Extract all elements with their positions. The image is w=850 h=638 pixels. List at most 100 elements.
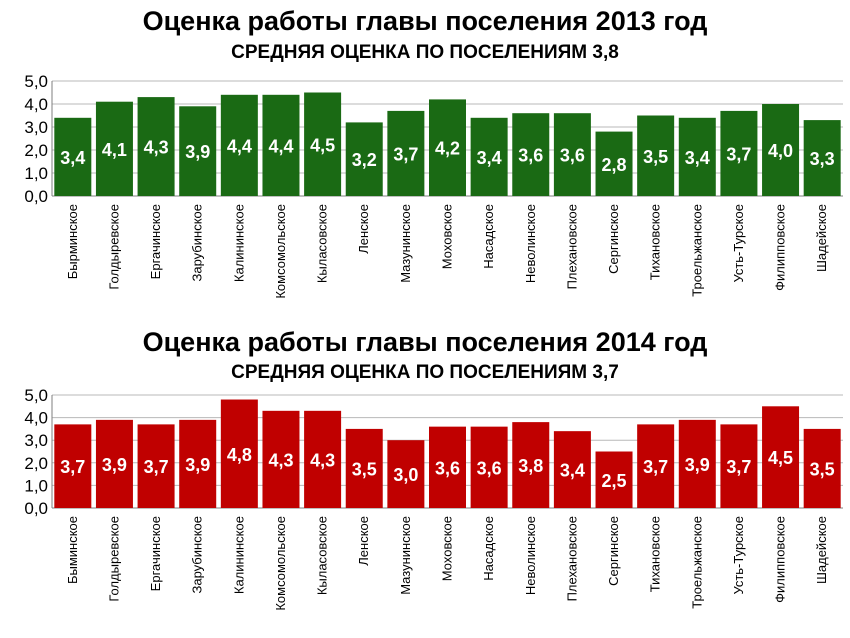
x-tick-label-2014-15: Троельжанское	[689, 516, 704, 609]
x-tick-label-2013-10: Насадское	[481, 204, 496, 269]
y-tick-label-2014-1: 1,0	[24, 476, 48, 495]
bar-2013-13	[595, 131, 633, 196]
data-label-2014-4: 4,8	[227, 445, 252, 465]
x-tick-label-2013-7: Ленское	[356, 204, 371, 254]
data-label-2014-17: 4,5	[768, 448, 793, 468]
x-tick-label-2014-2: Ергачинское	[148, 516, 163, 591]
x-tick-label-2014-6: Кыласовское	[315, 516, 330, 595]
x-tick-label-2013-2: Ергачинское	[148, 204, 163, 279]
data-label-2013-4: 4,4	[227, 136, 252, 156]
x-tick-label-2013-4: Калининское	[231, 204, 246, 282]
bar-2014-14	[637, 424, 675, 508]
bar-2014-3	[179, 419, 217, 508]
x-tick-label-2013-0: Бырминское	[65, 204, 80, 279]
bar-2014-2	[137, 424, 175, 508]
bar-2013-6	[304, 92, 342, 196]
x-tick-label-2013-12: Плехановское	[564, 204, 579, 289]
x-tick-label-2013-16: Усть-Турское	[731, 204, 746, 283]
data-label-2014-8: 3,0	[393, 465, 418, 485]
bar-2014-0	[54, 424, 92, 508]
bar-2013-7	[345, 122, 383, 196]
x-tick-label-2014-1: Голдыревское	[106, 516, 121, 602]
data-label-2013-2: 4,3	[144, 138, 169, 158]
bar-2013-0	[54, 117, 92, 196]
x-tick-label-2014-12: Плехановское	[564, 516, 579, 601]
data-label-2014-5: 4,3	[268, 450, 293, 470]
chart-title-2014: Оценка работы главы поселения 2014 год	[142, 327, 708, 357]
data-label-2013-10: 3,4	[477, 148, 502, 168]
bar-2013-5	[262, 94, 300, 196]
bar-2013-15	[678, 117, 716, 196]
bar-2013-10	[470, 117, 508, 196]
x-tick-label-2013-18: Шадейское	[814, 204, 829, 272]
bar-2013-16	[720, 110, 758, 196]
data-label-2014-0: 3,7	[60, 457, 85, 477]
bar-2014-18	[803, 428, 841, 508]
bar-2014-1	[95, 419, 133, 508]
data-label-2013-6: 4,5	[310, 135, 335, 155]
data-label-2014-9: 3,6	[435, 458, 460, 478]
data-label-2014-14: 3,7	[643, 457, 668, 477]
data-label-2013-8: 3,7	[393, 144, 418, 164]
x-tick-label-2014-10: Насадское	[481, 516, 496, 581]
bar-2014-4	[220, 399, 258, 508]
y-tick-label-2013-5: 5,0	[24, 72, 48, 91]
x-tick-label-2014-11: Неволинское	[523, 516, 538, 595]
data-label-2014-11: 3,8	[518, 456, 543, 476]
x-tick-label-2014-3: Зарубинское	[190, 516, 205, 594]
x-tick-label-2013-15: Троельжанское	[689, 204, 704, 297]
y-tick-label-2013-2: 2,0	[24, 141, 48, 160]
y-tick-label-2013-4: 4,0	[24, 95, 48, 114]
data-label-2013-1: 4,1	[102, 140, 127, 160]
bar-2014-6	[304, 410, 342, 508]
chart-title-2013: Оценка работы главы поселения 2013 год	[142, 6, 708, 36]
data-label-2013-14: 3,5	[643, 147, 668, 167]
bar-2014-16	[720, 424, 758, 508]
data-label-2013-17: 4,0	[768, 141, 793, 161]
x-tick-label-2013-1: Голдыревское	[106, 204, 121, 290]
x-tick-label-2014-7: Ленское	[356, 516, 371, 566]
data-label-2014-6: 4,3	[310, 450, 335, 470]
x-tick-label-2014-17: Филипповское	[773, 516, 788, 603]
bar-2013-17	[762, 104, 800, 196]
data-label-2014-15: 3,9	[685, 455, 710, 475]
bar-2013-3	[179, 106, 217, 196]
bar-2013-18	[803, 120, 841, 196]
bar-chart-2014: 0,0 1,0 2,0 3,0 4,0 5,0 3,7 Быминское 3,9 Голдыре…	[24, 386, 843, 611]
data-label-2013-11: 3,6	[518, 146, 543, 166]
y-tick-label-2013-1: 1,0	[24, 164, 48, 183]
bar-2013-8	[387, 110, 425, 196]
x-tick-label-2014-13: Сергинское	[606, 516, 621, 586]
bar-2014-5	[262, 410, 300, 508]
data-label-2013-7: 3,2	[352, 150, 377, 170]
chart-panel-2013: Оценка работы главы поселения 2013 год С…	[24, 6, 843, 299]
bar-2013-14	[637, 115, 675, 196]
bar-2013-12	[553, 113, 591, 196]
bar-2013-4	[220, 94, 258, 196]
bar-2013-11	[512, 113, 550, 196]
x-tick-label-2013-14: Тихановское	[648, 204, 663, 280]
x-tick-label-2014-4: Калининское	[231, 516, 246, 594]
bar-2014-11	[512, 422, 550, 508]
bar-2014-7	[345, 428, 383, 508]
bar-2014-10	[470, 426, 508, 508]
x-tick-label-2013-9: Моховское	[440, 204, 455, 269]
data-label-2013-3: 3,9	[185, 142, 210, 162]
data-label-2013-16: 3,7	[726, 144, 751, 164]
y-tick-label-2014-3: 3,0	[24, 431, 48, 450]
x-tick-label-2014-0: Быминское	[65, 516, 80, 584]
data-label-2014-12: 3,4	[560, 461, 585, 481]
x-tick-label-2014-16: Усть-Турское	[731, 516, 746, 595]
bar-2014-9	[429, 426, 466, 508]
y-tick-label-2013-0: 0,0	[24, 187, 48, 206]
chart-panel-2014: Оценка работы главы поселения 2014 год С…	[0, 319, 850, 638]
y-tick-label-2014-0: 0,0	[24, 499, 48, 518]
x-tick-label-2014-14: Тихановское	[648, 516, 663, 592]
chart-subtitle-2013: СРЕДНЯЯ ОЦЕНКА ПО ПОСЕЛЕНИЯМ 3,8	[231, 42, 619, 63]
x-tick-label-2014-5: Комсомольское	[273, 516, 288, 611]
data-label-2014-10: 3,6	[477, 458, 502, 478]
x-tick-label-2014-9: Моховское	[440, 516, 455, 581]
y-tick-label-2014-4: 4,0	[24, 409, 48, 428]
data-label-2013-18: 3,3	[810, 149, 835, 169]
x-tick-label-2013-6: Кыласовское	[315, 204, 330, 283]
